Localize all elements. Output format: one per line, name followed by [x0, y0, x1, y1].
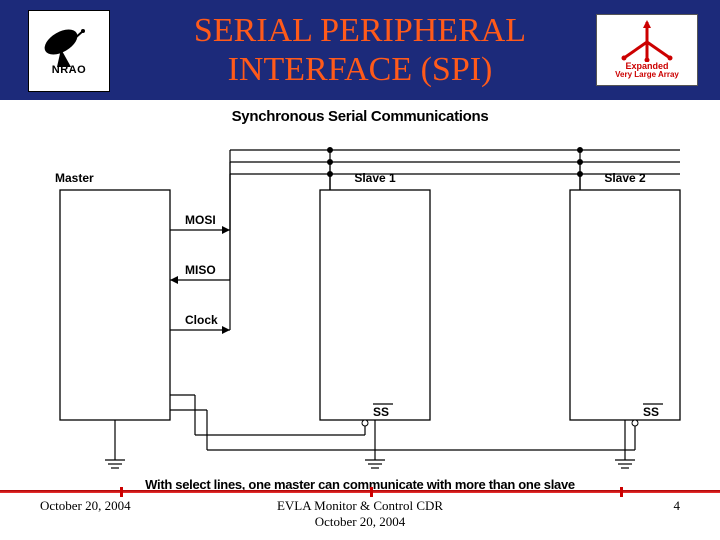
footer-tick [120, 487, 123, 497]
title-line-2: INTERFACE (SPI) [228, 51, 493, 88]
nrao-logo-text: NRAO [52, 64, 86, 76]
footer-page: 4 [674, 498, 681, 514]
radio-dish-icon [39, 27, 99, 69]
svg-text:Master: Master [55, 171, 94, 185]
slide-header: NRAO SERIAL PERIPHERAL INTERFACE (SPI) E… [0, 0, 720, 100]
footer-tick [370, 487, 373, 497]
footer-center: EVLA Monitor & Control CDR October 20, 2… [0, 498, 720, 531]
diagram-subtitle: Synchronous Serial Communications [0, 108, 720, 125]
svg-text:MISO: MISO [185, 263, 216, 277]
footer-center-line2: October 20, 2004 [315, 514, 406, 529]
svg-text:Slave 2: Slave 2 [604, 171, 646, 185]
footer-center-line1: EVLA Monitor & Control CDR [277, 498, 443, 513]
slide: NRAO SERIAL PERIPHERAL INTERFACE (SPI) E… [0, 0, 720, 540]
svg-text:Clock: Clock [185, 313, 218, 327]
evla-y-icon [612, 20, 682, 62]
slide-title: SERIAL PERIPHERAL INTERFACE (SPI) [194, 11, 526, 89]
svg-text:MOSI: MOSI [185, 213, 216, 227]
evla-logo-line2: Very Large Array [615, 71, 679, 80]
slide-footer: October 20, 2004 EVLA Monitor & Control … [0, 498, 720, 538]
spi-diagram: Master Slave 1 Slave 2 MOSI MISO Clock SS SS [20, 130, 700, 475]
evla-logo: Expanded Very Large Array [596, 14, 698, 86]
svg-text:SS: SS [643, 405, 659, 419]
footer-tick [620, 487, 623, 497]
diagram-area: Synchronous Serial Communications Master… [0, 100, 720, 498]
nrao-logo: NRAO [28, 10, 110, 92]
svg-text:SS: SS [373, 405, 389, 419]
svg-text:Slave 1: Slave 1 [354, 171, 396, 185]
title-line-1: SERIAL PERIPHERAL [194, 12, 526, 49]
footer-bar [0, 490, 720, 493]
